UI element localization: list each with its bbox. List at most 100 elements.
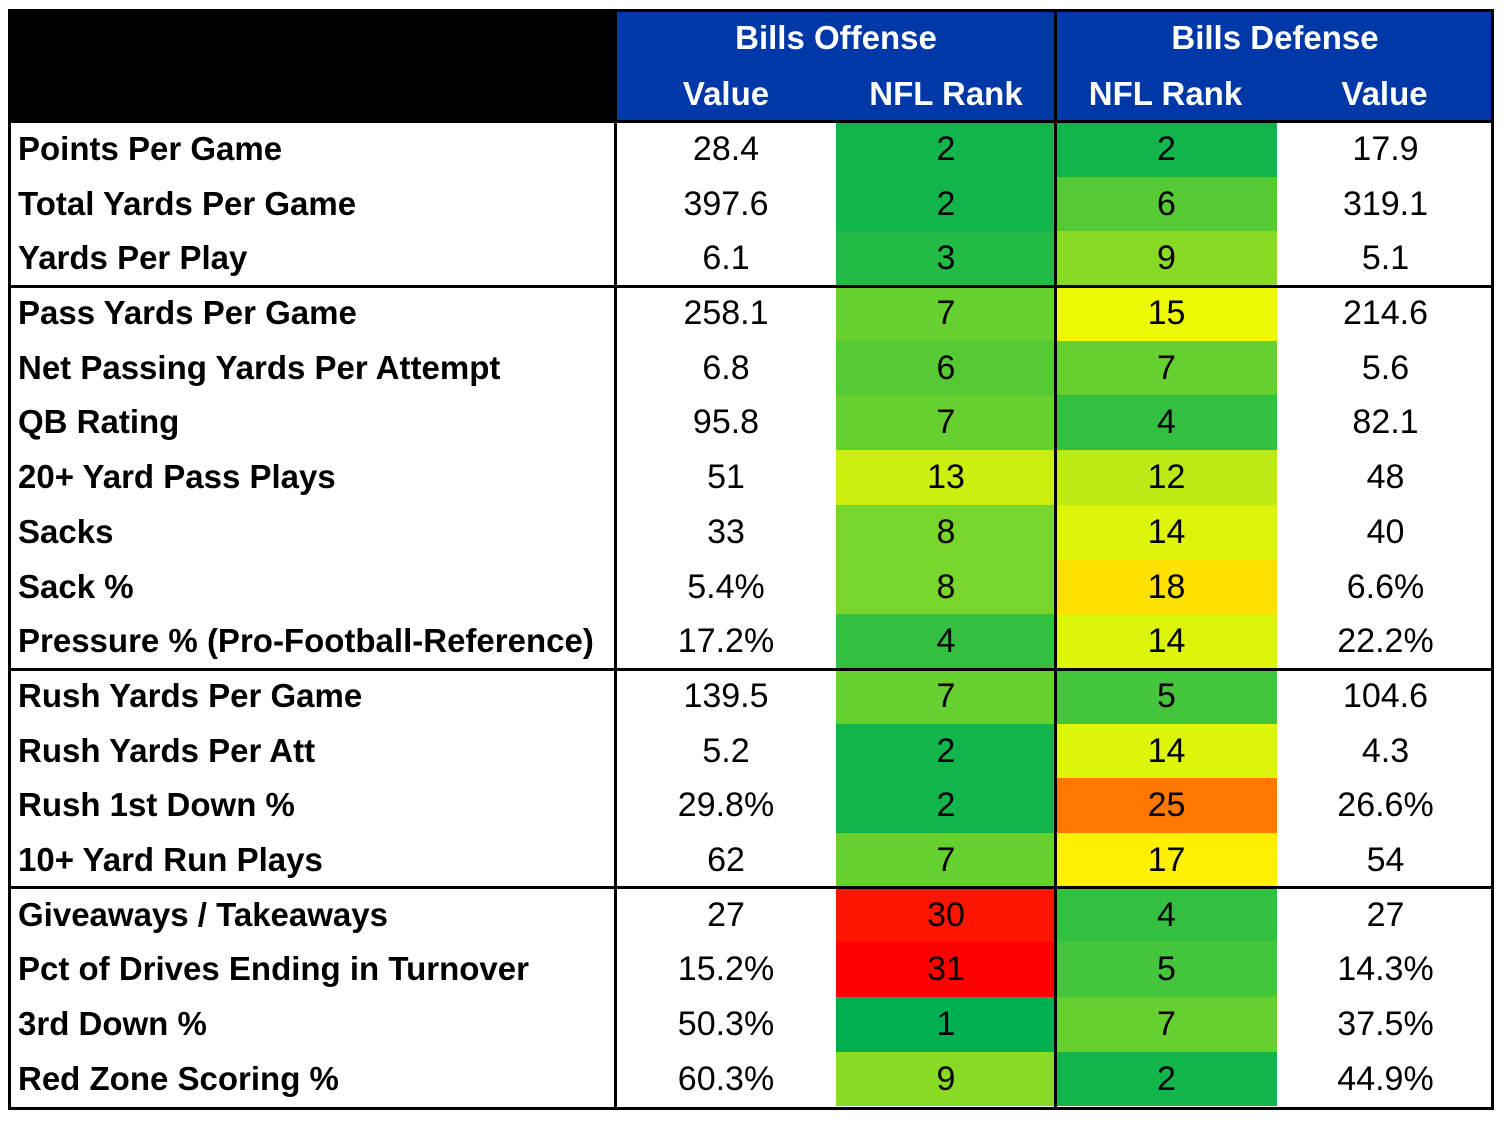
defense-rank-cell: 5 [1056, 942, 1277, 997]
stat-label: 10+ Yard Run Plays [18, 840, 323, 878]
defense-rank-cell: 6 [1056, 176, 1277, 232]
defense-value-cell: 54 [1366, 840, 1405, 879]
stat-label: Rush Yards Per Game [18, 676, 363, 714]
offense-value-cell: 17.2% [677, 622, 775, 661]
header-separator [8, 120, 1494, 123]
offense-rank-cell: 7 [836, 668, 1056, 724]
table-row: Yards Per Play 6.1 3 9 5.1 [8, 231, 1494, 287]
offense-value-cell: 50.3% [677, 1005, 775, 1043]
stats-table: Bills Offense Value NFL Rank Bills Defen… [8, 9, 1494, 1110]
table-row: QB Rating 95.8 7 4 82.1 [8, 395, 1494, 451]
defense-rank-cell: 5 [1056, 668, 1277, 724]
table-row: Sack % 5.4% 8 18 6.6% [8, 559, 1494, 615]
defense-rank-cell: 2 [1056, 122, 1277, 177]
header-blank [8, 9, 616, 122]
stat-label: Sacks [18, 512, 114, 550]
stat-label: Giveaways / Takeaways [18, 895, 388, 933]
defense-rank-cell: 7 [1056, 997, 1277, 1052]
defense-rank-cell: 12 [1056, 450, 1277, 505]
stat-label: 20+ Yard Pass Plays [18, 458, 336, 496]
table-row: Points Per Game 28.4 2 2 17.9 [8, 122, 1494, 177]
stat-label: Rush 1st Down % [18, 786, 295, 824]
defense-rank-header: NFL Rank [1088, 75, 1243, 112]
stat-label: Yards Per Play [18, 239, 248, 277]
offense-rank-header: NFL Rank [869, 75, 1023, 112]
offense-rank-cell: 30 [836, 887, 1056, 943]
offense-value-cell: 6.8 [702, 348, 750, 387]
stat-label: 3rd Down % [18, 1005, 207, 1042]
defense-value-cell: 48 [1366, 458, 1405, 497]
table-row: 10+ Yard Run Plays 62 7 17 54 [8, 832, 1494, 888]
defense-rank-cell: 14 [1056, 504, 1277, 560]
table-row: 3rd Down % 50.3% 1 7 37.5% [8, 997, 1494, 1052]
group-separator [8, 284, 1494, 288]
stat-label: QB Rating [18, 403, 180, 441]
defense-rank-cell: 4 [1056, 887, 1277, 943]
defense-value-cell: 26.6% [1337, 786, 1434, 825]
defense-value-cell: 40 [1366, 512, 1405, 551]
defense-value-cell: 6.6% [1346, 567, 1425, 606]
defense-value-cell: 5.1 [1361, 239, 1410, 278]
table-row: Rush 1st Down % 29.8% 2 25 26.6% [8, 778, 1494, 833]
offense-rank-cell: 1 [836, 997, 1056, 1052]
defense-value-cell: 319.1 [1342, 184, 1429, 223]
offense-value-cell: 29.8% [677, 786, 775, 825]
offense-value-cell: 5.2 [702, 731, 750, 770]
offense-rank-cell: 3 [836, 231, 1056, 287]
offense-value-cell: 27 [707, 895, 745, 934]
offense-rank-cell: 13 [836, 450, 1056, 505]
offense-rank-cell: 2 [836, 176, 1056, 232]
defense-value-cell: 37.5% [1337, 1005, 1434, 1043]
defense-value-cell: 44.9% [1337, 1059, 1434, 1098]
offense-rank-cell: 7 [836, 395, 1056, 451]
offense-header: Bills Offense Value NFL Rank [616, 9, 1056, 122]
offense-value-header: Value [682, 75, 770, 112]
group-separator [8, 886, 1494, 890]
offense-value-cell: 6.1 [702, 239, 750, 278]
offense-value-cell: 15.2% [677, 950, 775, 989]
defense-value-cell: 4.3 [1361, 731, 1410, 770]
defense-rank-cell: 18 [1056, 559, 1277, 615]
offense-rank-cell: 7 [836, 832, 1056, 888]
offense-value-cell: 139.5 [683, 676, 769, 715]
table-row: Rush Yards Per Game 139.5 7 5 104.6 [8, 668, 1494, 724]
table-row: 20+ Yard Pass Plays 51 13 12 48 [8, 450, 1494, 505]
offense-value-cell: 51 [707, 458, 745, 497]
stat-label: Points Per Game [18, 130, 283, 167]
stat-label: Rush Yards Per Att [18, 731, 316, 769]
defense-rank-cell: 7 [1056, 340, 1277, 396]
defense-rank-cell: 9 [1056, 231, 1277, 287]
defense-value-cell: 22.2% [1337, 622, 1434, 661]
offense-rank-cell: 2 [836, 723, 1056, 779]
offense-rank-cell: 31 [836, 942, 1056, 997]
offense-rank-cell: 8 [836, 504, 1056, 560]
defense-value-cell: 14.3% [1337, 950, 1434, 989]
stat-label: Red Zone Scoring % [18, 1059, 339, 1097]
offense-value-cell: 62 [707, 840, 745, 879]
label-divider [614, 9, 617, 1110]
defense-title: Bills Defense [1171, 19, 1379, 56]
stat-label: Total Yards Per Game [18, 184, 357, 222]
offense-value-cell: 95.8 [692, 403, 760, 442]
table-row: Net Passing Yards Per Attempt 6.8 6 7 5.6 [8, 340, 1494, 396]
defense-value-cell: 5.6 [1361, 348, 1410, 387]
defense-value-cell: 27 [1366, 895, 1405, 934]
offense-rank-cell: 7 [836, 286, 1056, 341]
offense-rank-cell: 2 [836, 778, 1056, 833]
defense-value-cell: 214.6 [1342, 294, 1429, 333]
offense-value-cell: 258.1 [683, 294, 769, 333]
offense-rank-cell: 6 [836, 340, 1056, 396]
stat-label: Net Passing Yards Per Attempt [18, 348, 501, 386]
table-row: Pass Yards Per Game 258.1 7 15 214.6 [8, 286, 1494, 341]
table-row: Pct of Drives Ending in Turnover 15.2% 31 5… [8, 942, 1494, 997]
table-row: Sacks 33 8 14 40 [8, 504, 1494, 560]
offense-rank-cell: 8 [836, 559, 1056, 615]
table-row: Rush Yards Per Att 5.2 2 14 4.3 [8, 723, 1494, 779]
offense-value-cell: 5.4% [687, 567, 765, 606]
defense-value-cell: 82.1 [1352, 403, 1419, 442]
defense-rank-cell: 17 [1056, 832, 1277, 888]
table-row: Pressure % (Pro-Football-Reference) 17.2%… [8, 614, 1494, 669]
offense-rank-cell: 9 [836, 1051, 1056, 1107]
table-row: Total Yards Per Game 397.6 2 6 319.1 [8, 176, 1494, 232]
table-body: Points Per Game 28.4 2 2 17.9 Total Yards Per… [8, 122, 1494, 1107]
